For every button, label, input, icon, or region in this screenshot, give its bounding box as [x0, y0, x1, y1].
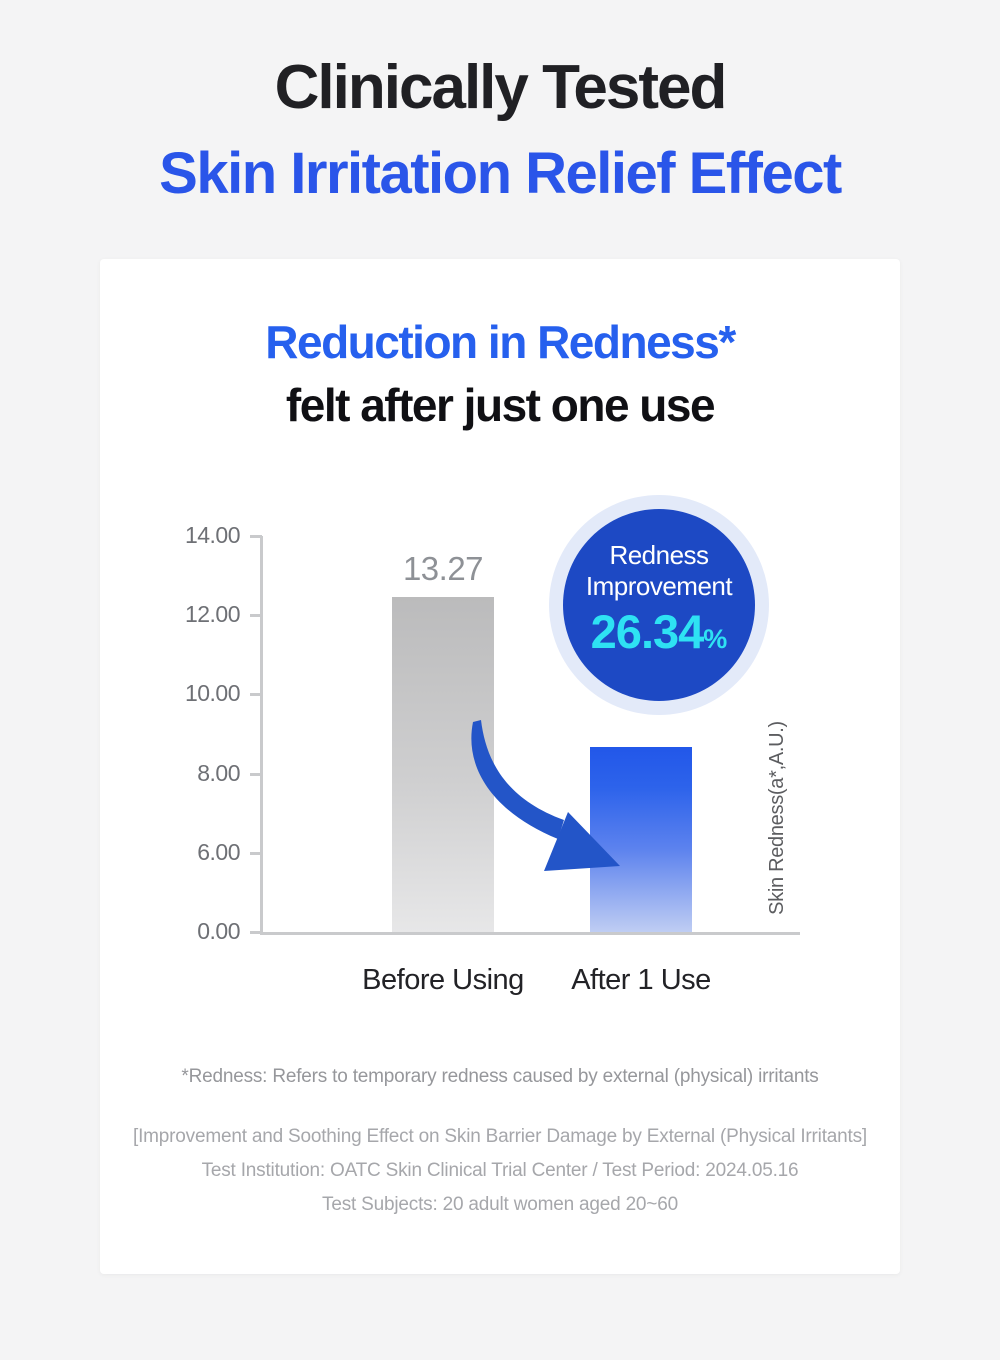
- badge-percent-sign: %: [703, 624, 728, 654]
- bar-after-one-use: [590, 747, 692, 932]
- y-tick-label: 14.00: [184, 522, 241, 548]
- y-tick-label: 6.00: [197, 839, 240, 865]
- result-card: Reduction in Redness* felt after just on…: [100, 259, 900, 1274]
- y-tick-label: 8.00: [197, 760, 240, 786]
- header: Clinically Tested Skin Irritation Relief…: [0, 0, 1000, 216]
- improvement-badge: Redness Improvement 26.34%: [549, 495, 769, 715]
- improvement-badge-circle: Redness Improvement 26.34%: [563, 509, 755, 701]
- x-axis-line: [260, 932, 800, 935]
- y-tick-label: 12.00: [184, 601, 241, 627]
- y-tick-label: 10.00: [184, 680, 241, 706]
- footer-line: Test Institution: OATC Skin Clinical Tri…: [201, 1160, 799, 1181]
- card-heading-blue: Reduction in Redness*: [265, 316, 736, 368]
- y-tick-mark: [250, 852, 262, 855]
- y-tick-mark: [250, 931, 262, 934]
- badge-title-line2: Improvement: [585, 571, 733, 601]
- x-label-after-one-use: After 1 Use: [571, 964, 711, 996]
- y-tick-mark: [250, 773, 262, 776]
- y-tick-label: 0.00: [197, 918, 240, 944]
- badge-value: 26.34: [590, 605, 705, 658]
- badge-title-line1: Redness: [609, 540, 709, 570]
- main-title-line2: Skin Irritation Relief Effect: [159, 141, 842, 206]
- x-label-before-using: Before Using: [362, 964, 524, 996]
- y-axis-line: [260, 536, 263, 935]
- footer-line: Test Subjects: 20 adult women aged 20~60: [322, 1194, 678, 1215]
- main-title-line1: Clinically Tested: [274, 53, 728, 122]
- footer-block: [Improvement and Soothing Effect on Skin…: [100, 1120, 900, 1222]
- y-tick-mark: [250, 614, 262, 617]
- decrease-arrow-icon: [471, 720, 620, 871]
- card-heading-dark: felt after just one use: [285, 379, 716, 431]
- y-axis-title: Skin Redness(a*,A.U.): [766, 721, 788, 915]
- y-tick-mark: [250, 535, 262, 538]
- footer-line: [Improvement and Soothing Effect on Skin…: [133, 1126, 867, 1147]
- badge-value-row: 26.34%: [591, 606, 728, 670]
- y-tick-mark: [250, 693, 262, 696]
- bar-value-label: 13.27: [402, 550, 484, 587]
- footnote: *Redness: Refers to temporary redness ca…: [181, 1066, 819, 1087]
